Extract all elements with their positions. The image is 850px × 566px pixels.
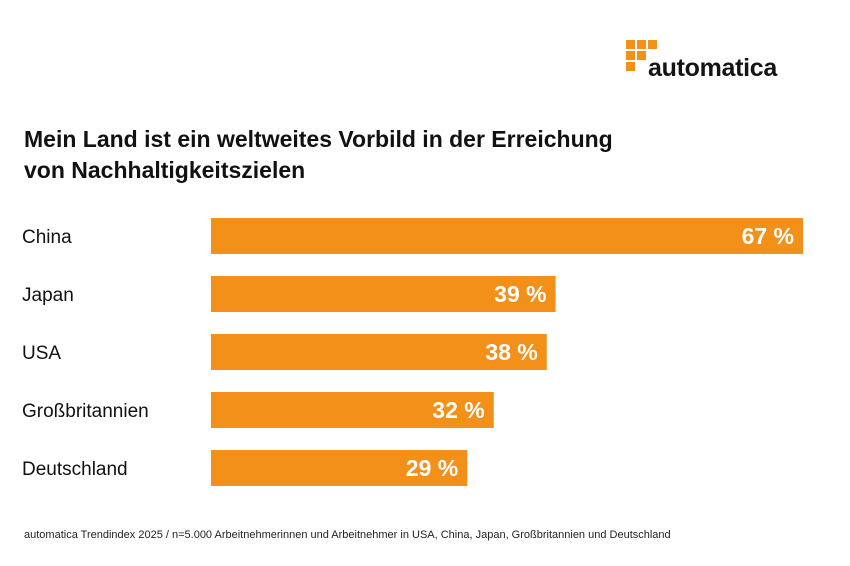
bar bbox=[211, 450, 468, 486]
category-label: China bbox=[22, 227, 72, 248]
category-label: USA bbox=[22, 343, 61, 364]
automatica-logo-mark-icon bbox=[626, 40, 657, 71]
automatica-logo: automatica bbox=[626, 40, 826, 86]
bar-value-label: 32 % bbox=[432, 397, 484, 423]
chart-title-line-2: von Nachhaltigkeitszielen bbox=[24, 157, 306, 183]
chart-title: Mein Land ist ein weltweites Vorbild in … bbox=[24, 124, 784, 186]
logo-wordmark: automatica bbox=[648, 54, 777, 82]
bar bbox=[211, 218, 803, 254]
bar-value-label: 39 % bbox=[494, 281, 546, 307]
bar-chart: China 67 % Japan 39 % USA 38 % Großbritannien 3… bbox=[22, 218, 803, 486]
bar-value-label: 38 % bbox=[485, 339, 537, 365]
bar bbox=[211, 392, 494, 428]
category-label: Japan bbox=[22, 285, 74, 306]
category-label: Großbritannien bbox=[22, 401, 149, 422]
category-label: Deutschland bbox=[22, 459, 128, 480]
bar bbox=[211, 334, 547, 370]
source-footnote: automatica Trendindex 2025 / n=5.000 Arb… bbox=[24, 529, 671, 541]
bar-value-label: 67 % bbox=[742, 223, 794, 249]
chart-title-line-1: Mein Land ist ein weltweites Vorbild in … bbox=[24, 126, 613, 152]
bar-value-label: 29 % bbox=[406, 455, 458, 481]
bar bbox=[211, 276, 556, 312]
